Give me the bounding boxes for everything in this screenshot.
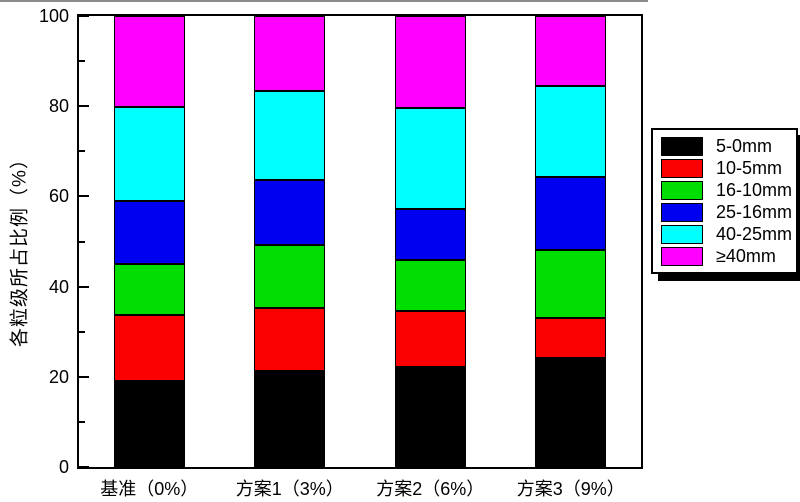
bar-segment-16-10mm xyxy=(394,260,466,311)
y-tick-label: 100 xyxy=(38,6,69,26)
bar-segment-≥40mm xyxy=(535,16,607,86)
bar-segment-10-5mm xyxy=(394,310,466,368)
bar-segment-16-10mm xyxy=(535,250,607,319)
legend-row: 16-10mm xyxy=(661,180,792,200)
bar-segment-25-16mm xyxy=(535,177,607,251)
bar-segment-≥40mm xyxy=(254,16,326,92)
bar-segment-≥40mm xyxy=(113,16,185,108)
legend-label: 10-5mm xyxy=(716,157,783,178)
bar-segment-25-16mm xyxy=(113,200,185,265)
bar-segment-40-25mm xyxy=(535,85,607,178)
bar-segment-16-10mm xyxy=(113,264,185,315)
y-minor-tick xyxy=(79,150,85,153)
bar-segment-16-10mm xyxy=(254,245,326,309)
stacked-bar xyxy=(394,16,466,467)
plot-area: 0 20 40 60 80 100 基准（0%） 方案1（3%） 方案2（6%） 方案3（9%） xyxy=(39,6,643,499)
legend-label: 25-16mm xyxy=(716,201,793,222)
legend-row: 5-0mm xyxy=(661,136,788,156)
bar-segment-5-0mm xyxy=(254,371,326,467)
legend-swatch-40-25mm xyxy=(661,224,703,244)
bar-segment-40-25mm xyxy=(254,91,326,180)
y-major-tick xyxy=(79,195,89,198)
bar-segment-5-0mm xyxy=(535,357,607,467)
y-tick-label: 0 xyxy=(58,457,69,477)
y-major-tick xyxy=(79,15,89,17)
y-axis-title: 各粒级所占比例（%） xyxy=(9,149,31,347)
bar-segment-40-25mm xyxy=(113,107,185,201)
y-tick-label: 20 xyxy=(48,366,69,387)
stacked-bar xyxy=(113,16,185,467)
bar-segment-25-16mm xyxy=(394,209,466,261)
bar-segment-10-5mm xyxy=(254,308,326,372)
y-minor-tick xyxy=(79,420,85,423)
y-tick-label: 80 xyxy=(48,96,69,117)
legend-entries: 5-0mm 10-5mm 16-10mm 25-16mm 40-25mm ≥40mm xyxy=(661,136,792,266)
bar-segment-10-5mm xyxy=(113,314,185,382)
bar-segment-40-25mm xyxy=(394,107,466,210)
y-minor-tick xyxy=(79,60,85,63)
legend-row: ≥40mm xyxy=(661,246,788,266)
x-tick-label: 基准（0%） xyxy=(100,479,199,499)
stacked-bar xyxy=(535,16,607,467)
y-tick-label: 60 xyxy=(48,186,69,207)
bar-segment-5-0mm xyxy=(113,381,185,467)
top-edge-line xyxy=(0,0,648,2)
bar-segment-5-0mm xyxy=(394,367,466,467)
y-minor-tick xyxy=(79,330,85,333)
legend-swatch-25-16mm xyxy=(661,202,703,222)
legend-row: 40-25mm xyxy=(661,224,792,244)
stacked-bar xyxy=(254,16,326,467)
legend: 5-0mm 10-5mm 16-10mm 25-16mm 40-25mm ≥40mm xyxy=(651,128,798,274)
y-major-tick xyxy=(79,105,89,108)
legend-swatch-≥40mm xyxy=(661,246,703,266)
bar-segment-10-5mm xyxy=(535,318,607,358)
bar-segment-25-16mm xyxy=(254,179,326,246)
y-minor-tick xyxy=(79,240,85,243)
x-tick-label: 方案2（6%） xyxy=(376,479,485,499)
y-major-tick xyxy=(79,466,89,468)
legend-row: 10-5mm xyxy=(661,158,788,178)
bar-segment-≥40mm xyxy=(394,16,466,108)
legend-label: 5-0mm xyxy=(716,135,773,156)
legend-label: 40-25mm xyxy=(716,223,793,244)
legend-label: ≥40mm xyxy=(716,245,776,266)
legend-row: 25-16mm xyxy=(661,202,792,222)
y-tick-label: 40 xyxy=(48,276,69,297)
x-tick-label: 方案3（9%） xyxy=(516,479,625,499)
legend-swatch-10-5mm xyxy=(661,158,703,178)
legend-label: 16-10mm xyxy=(716,179,793,200)
legend-swatch-16-10mm xyxy=(661,180,703,200)
y-major-tick xyxy=(79,285,89,288)
y-major-tick xyxy=(79,375,89,378)
legend-swatch-5-0mm xyxy=(661,136,703,156)
x-tick-label: 方案1（3%） xyxy=(235,479,344,499)
